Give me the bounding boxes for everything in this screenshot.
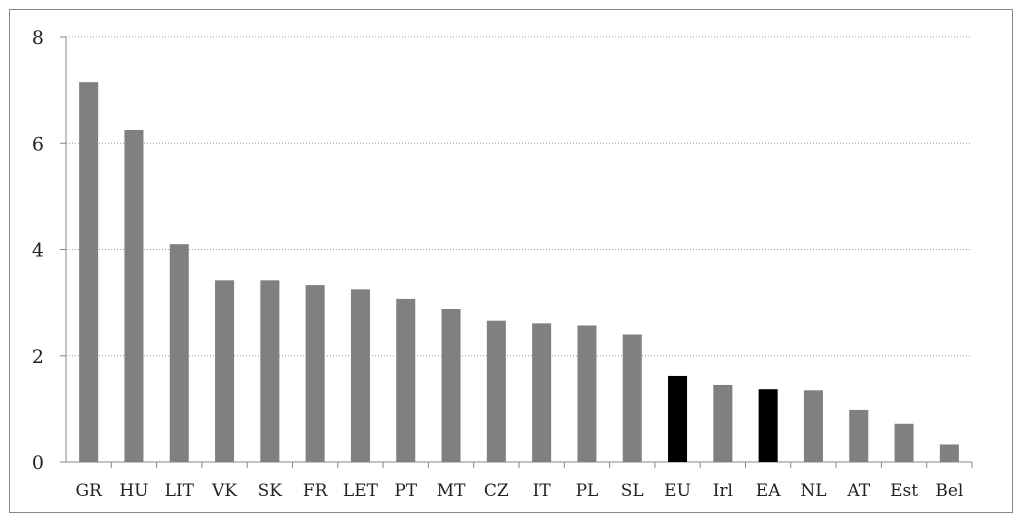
x-tick-label: Est <box>890 481 918 501</box>
x-tick-label: Irl <box>713 481 733 501</box>
category-labels: GR HU LIT VK SK FR LET PT MT CZ IT PL SL EU Irl EA NL AT E… <box>75 481 963 501</box>
x-tick-label: EU <box>664 481 691 501</box>
x-tick-label: IT <box>533 481 552 501</box>
x-tick-label: LIT <box>165 481 195 501</box>
bar-hu <box>124 129 144 462</box>
chart-frame <box>9 9 1013 513</box>
bar-at <box>849 409 869 462</box>
x-tick-label: SK <box>258 481 283 501</box>
x-tick-label: AT <box>846 481 870 501</box>
x-tick-label: Bel <box>935 481 963 501</box>
y-tick-labels: 0 2 4 6 8 <box>32 27 44 474</box>
bar-est <box>894 423 914 462</box>
x-tick-label: LET <box>343 481 379 501</box>
bar-gr <box>79 82 99 462</box>
x-tick-label: NL <box>800 481 826 501</box>
y-tick-label: 0 <box>32 452 44 474</box>
y-tick-label: 2 <box>32 346 44 368</box>
bar-pt <box>396 298 416 462</box>
bar-pl <box>577 325 597 462</box>
bar-ea <box>758 389 778 462</box>
axes <box>60 36 973 468</box>
bar-vk <box>215 280 235 462</box>
x-tick-label: PT <box>394 481 417 501</box>
x-tick-label: MT <box>437 481 466 501</box>
bar-let <box>350 289 370 462</box>
bar-fr <box>305 285 325 462</box>
bar-cz <box>486 320 506 462</box>
x-tick-label: FR <box>303 481 329 501</box>
x-tick-label: PL <box>576 481 599 501</box>
bar-sk <box>260 280 280 462</box>
x-tick-label: VK <box>211 481 237 501</box>
x-tick-label: EA <box>756 481 781 501</box>
gridlines <box>66 36 972 357</box>
x-tick-label: GR <box>75 481 103 501</box>
x-tick-label: SL <box>621 481 644 501</box>
bar-eu <box>668 375 688 462</box>
x-tick-label: CZ <box>484 481 509 501</box>
bar-sl <box>622 334 642 462</box>
bar-it <box>532 323 552 462</box>
bar-irl <box>713 384 733 462</box>
y-tick-label: 4 <box>32 240 44 262</box>
bar-bel <box>939 444 959 462</box>
y-tick-label: 8 <box>32 27 44 49</box>
y-tick-label: 6 <box>32 133 44 155</box>
bar-lit <box>169 244 189 462</box>
x-tick-label: HU <box>119 481 148 501</box>
bars <box>79 82 959 462</box>
bar-mt <box>441 309 461 462</box>
bar-nl <box>803 390 823 462</box>
